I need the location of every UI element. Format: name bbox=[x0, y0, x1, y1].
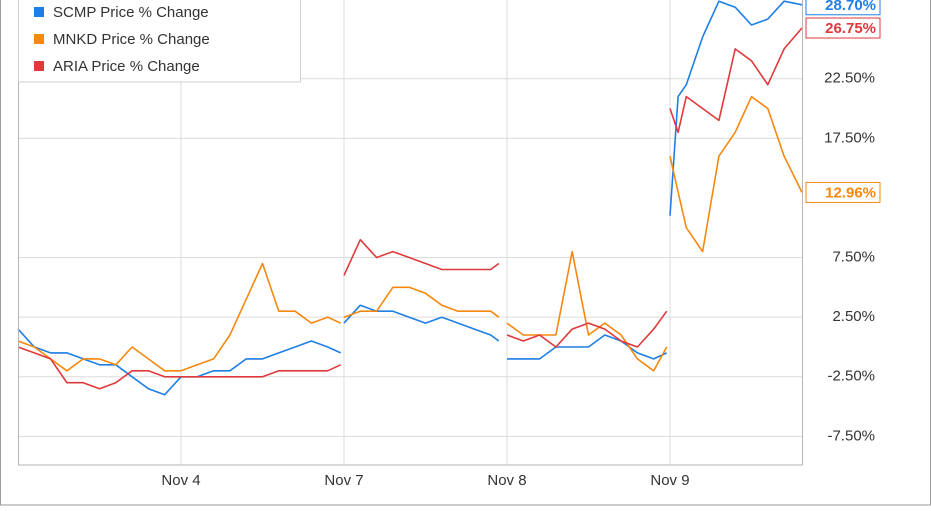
y-tick-label: 22.50% bbox=[824, 70, 875, 87]
x-tick-label: Nov 8 bbox=[487, 472, 526, 489]
legend-box bbox=[18, 0, 301, 83]
end-label-box bbox=[805, 181, 881, 203]
series-line bbox=[17, 27, 803, 390]
x-tick-label: Nov 9 bbox=[650, 472, 689, 489]
x-tick-label: Nov 4 bbox=[161, 472, 200, 489]
y-tick-label: 7.50% bbox=[832, 249, 875, 266]
end-label: 26.75% bbox=[825, 20, 876, 37]
legend-label: ARIA Price % Change bbox=[53, 58, 200, 75]
end-label: 12.96% bbox=[825, 184, 876, 201]
plot-border bbox=[18, 0, 803, 466]
y-tick-label: -2.50% bbox=[827, 368, 875, 385]
series-line bbox=[17, 95, 803, 372]
x-tick-label: Nov 7 bbox=[324, 472, 363, 489]
end-label-box bbox=[805, 0, 881, 16]
legend-swatch bbox=[34, 61, 44, 71]
legend-swatch bbox=[34, 34, 44, 44]
legend-swatch bbox=[34, 7, 44, 17]
legend: SCMP Price % Change MNKD Price % Change AR… bbox=[18, 0, 301, 83]
end-label-box bbox=[805, 17, 881, 39]
y-tick-label: 17.50% bbox=[824, 129, 875, 146]
y-tick-label: -7.50% bbox=[827, 427, 875, 444]
lines bbox=[17, 0, 803, 396]
legend-label: SCMP Price % Change bbox=[53, 4, 209, 21]
end-label: 28.70% bbox=[825, 0, 876, 14]
labels: -7.50% -2.50% 2.50% 7.50% 17.50% 22.50% Nov 4 N… bbox=[161, 0, 881, 489]
y-tick-label: 2.50% bbox=[832, 308, 875, 325]
legend-label: MNKD Price % Change bbox=[53, 31, 210, 48]
